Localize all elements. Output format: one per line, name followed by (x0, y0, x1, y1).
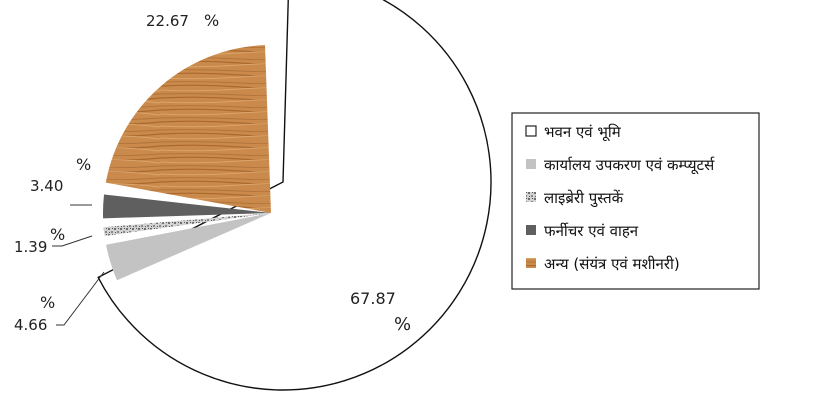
pie-slice-4 (103, 194, 272, 219)
data-label-unit-4: % (76, 155, 91, 174)
legend-box (511, 112, 760, 290)
leader-line-3 (52, 235, 93, 247)
legend-swatch-5 (526, 258, 536, 268)
legend: भवन एवं भूमि कार्यालय उपकरण एवं कम्प्यूटर… (511, 112, 760, 290)
data-label-value-3: 1.39 (14, 238, 47, 256)
legend-entry-4: फर्नीचर एवं वाहन (544, 222, 639, 240)
legend-swatch-1 (525, 125, 537, 137)
leader-line-2 (56, 271, 105, 326)
data-label-unit-5: % (204, 11, 219, 30)
pie-data-labels: 67.87%4.66%1.39%3.40%22.67% (14, 11, 411, 335)
legend-swatch-4 (526, 225, 536, 235)
legend-entry-2: कार्यालय उपकरण एवं कम्प्यूटर्स (544, 156, 715, 175)
legend-entry-3: लाइब्रेरी पुस्तकें (544, 189, 624, 208)
data-label-value-1: 67.87 (350, 289, 396, 308)
data-label-unit-3: % (50, 225, 65, 244)
legend-swatch-3 (526, 192, 536, 202)
data-label-value-2: 4.66 (14, 316, 47, 334)
data-label-value-5: 22.67 (146, 12, 189, 30)
legend-entry-1: भवन एवं भूमि (544, 123, 622, 142)
legend-swatch-2 (526, 159, 536, 169)
data-label-unit-2: % (40, 293, 55, 312)
pie-slice-2 (106, 213, 271, 281)
pie-slice-1 (97, 0, 492, 391)
data-label-unit-1: % (394, 314, 411, 335)
pie-slice-5 (105, 45, 271, 213)
pie-slices (97, 0, 492, 391)
data-label-value-4: 3.40 (30, 177, 63, 195)
legend-entry-5: अन्य (संयंत्र एवं मशीनरी) (544, 255, 680, 273)
pie-slice-3 (103, 213, 271, 236)
